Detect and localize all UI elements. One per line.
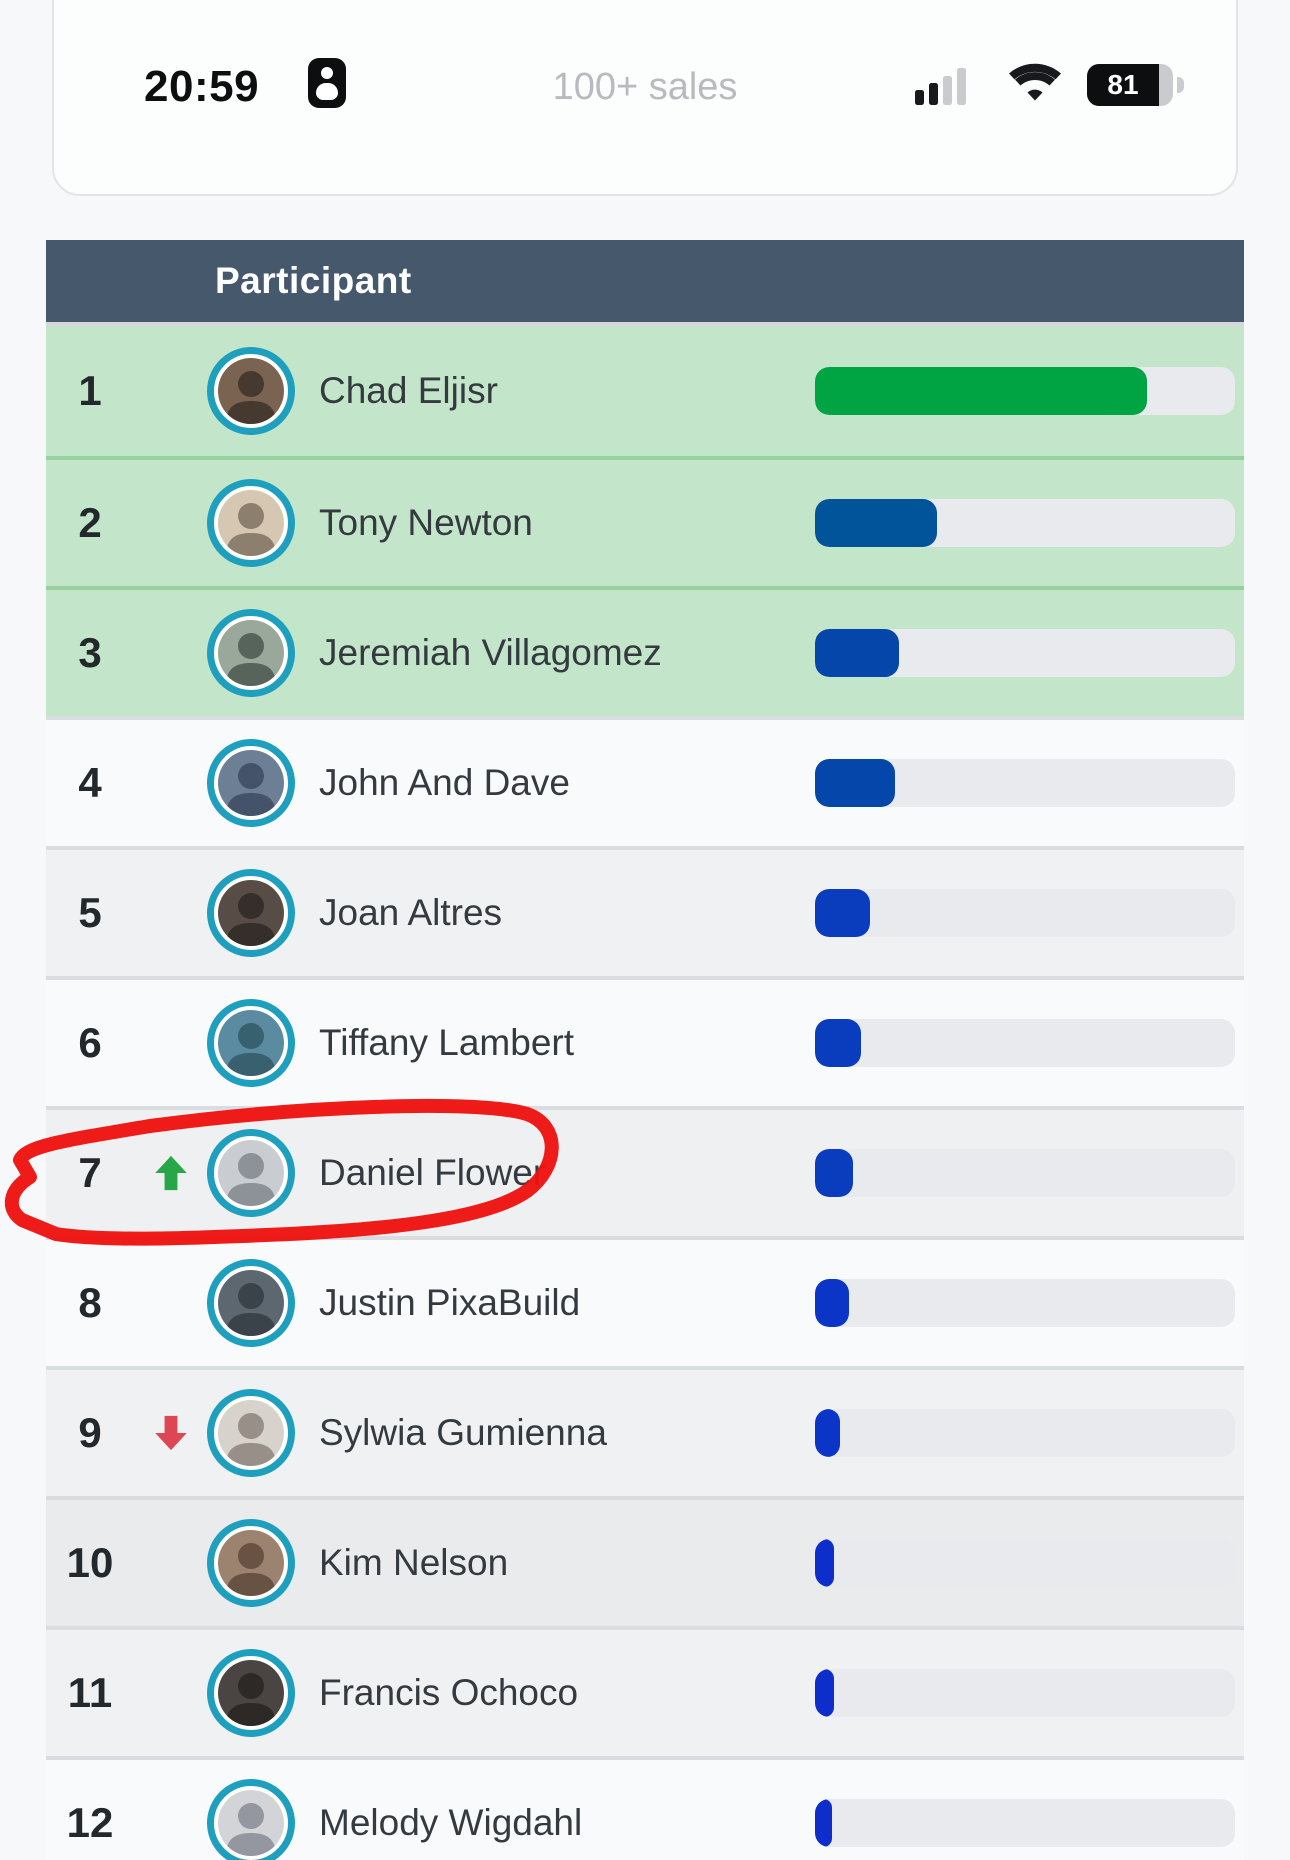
movement-arrow-icon	[142, 1370, 200, 1496]
wifi-icon	[1004, 60, 1066, 113]
rank-label: 9	[78, 1409, 102, 1456]
table-row[interactable]: 3 Jeremiah Villagomez	[46, 586, 1244, 716]
rank-label: 12	[66, 1799, 114, 1846]
table-row[interactable]: 8 Justin PixaBuild	[46, 1236, 1244, 1366]
progress-bar-track	[815, 1279, 1235, 1327]
table-row[interactable]: 9 Sylwia Gumienna	[46, 1366, 1244, 1496]
rank-label: 8	[78, 1279, 102, 1326]
participant-column-header: Participant	[215, 260, 412, 301]
movement-arrow-icon	[142, 980, 200, 1106]
progress-bar-track	[815, 1669, 1235, 1717]
rank-label: 11	[67, 1669, 113, 1716]
table-row[interactable]: 6 Tiffany Lambert	[46, 976, 1244, 1106]
rank-label: 2	[78, 499, 102, 546]
progress-bar-track	[815, 367, 1235, 415]
participant-avatar	[207, 999, 295, 1087]
participant-avatar	[207, 1129, 295, 1217]
progress-bar-fill	[815, 889, 870, 937]
table-row[interactable]: 10 Kim Nelson	[46, 1496, 1244, 1626]
participant-avatar	[207, 1259, 295, 1347]
progress-bar-fill	[815, 629, 899, 677]
progress-bar-track	[815, 1149, 1235, 1197]
stats-card: $5,000+ 20:59 100+ sales	[52, 0, 1238, 196]
progress-bar-fill	[815, 1799, 832, 1847]
movement-arrow-icon	[142, 590, 200, 716]
participant-avatar	[207, 1519, 295, 1607]
movement-arrow-icon	[142, 1760, 200, 1860]
rank-label: 7	[78, 1149, 102, 1196]
progress-bar-track	[815, 889, 1235, 937]
leaderboard-rows: 1 Chad Eljisr 2	[46, 326, 1244, 1860]
participant-avatar	[207, 609, 295, 697]
participant-avatar	[207, 739, 295, 827]
progress-bar-fill	[815, 1539, 834, 1587]
progress-bar-track	[815, 1409, 1235, 1457]
progress-bar-fill	[815, 759, 895, 807]
movement-arrow-icon	[142, 850, 200, 976]
progress-bar-fill	[815, 367, 1147, 415]
participant-avatar	[207, 347, 295, 435]
participant-name: Melody Wigdahl	[319, 1802, 583, 1843]
participant-name: Kim Nelson	[319, 1542, 509, 1583]
participant-name: Daniel Flower	[319, 1152, 546, 1193]
cellular-signal-icon	[915, 64, 989, 108]
participant-avatar	[207, 869, 295, 957]
sales-count-text: 100+ sales	[552, 66, 738, 108]
movement-arrow-icon	[142, 1630, 200, 1756]
rank-label: 4	[78, 759, 102, 806]
progress-bar-fill	[815, 1409, 841, 1457]
participant-name: Justin PixaBuild	[319, 1282, 581, 1323]
progress-bar-track	[815, 759, 1235, 807]
table-row[interactable]: 7 Daniel Flower	[46, 1106, 1244, 1236]
progress-bar-fill	[815, 499, 937, 547]
progress-bar-fill	[815, 1279, 849, 1327]
progress-bar-track	[815, 1019, 1235, 1067]
rank-label: 3	[78, 629, 102, 676]
participant-name: Sylwia Gumienna	[319, 1412, 607, 1453]
rank-label: 1	[78, 367, 102, 414]
progress-bar-track	[815, 1799, 1235, 1847]
battery-percent-label: 81	[1107, 69, 1139, 100]
participant-name: Tony Newton	[319, 502, 533, 543]
participant-name: Joan Altres	[319, 892, 503, 933]
participant-name: Francis Ochoco	[319, 1672, 579, 1713]
movement-arrow-icon	[142, 460, 200, 586]
focus-person-icon	[308, 58, 346, 108]
progress-bar-track	[815, 629, 1235, 677]
progress-bar-track	[815, 1539, 1235, 1587]
battery-icon: 81	[1087, 64, 1189, 106]
participant-name: Tiffany Lambert	[319, 1022, 575, 1063]
progress-bar-track	[815, 499, 1235, 547]
clock-time: 20:59	[144, 62, 260, 111]
rank-label: 10	[66, 1539, 114, 1586]
table-row[interactable]: 2 Tony Newton	[46, 456, 1244, 586]
rank-label: 6	[78, 1019, 102, 1066]
participant-avatar	[207, 479, 295, 567]
table-header: Participant	[46, 240, 1244, 326]
movement-arrow-icon	[142, 1110, 200, 1236]
participant-avatar	[207, 1389, 295, 1477]
progress-bar-fill	[815, 1149, 853, 1197]
table-row[interactable]: 4 John And Dave	[46, 716, 1244, 846]
participant-avatar	[207, 1779, 295, 1860]
participant-name: Jeremiah Villagomez	[319, 632, 662, 673]
participant-avatar	[207, 1649, 295, 1737]
rank-label: 5	[78, 889, 102, 936]
status-bar: 20:59 100+ sales	[54, 58, 1236, 112]
table-row[interactable]: 12 Melody Wigdahl	[46, 1756, 1244, 1860]
table-row[interactable]: 5 Joan Altres	[46, 846, 1244, 976]
movement-arrow-icon	[142, 1240, 200, 1366]
movement-arrow-icon	[142, 1500, 200, 1626]
movement-arrow-icon	[142, 720, 200, 846]
progress-bar-fill	[815, 1019, 862, 1067]
participant-name: Chad Eljisr	[319, 370, 498, 411]
progress-bar-fill	[815, 1669, 834, 1717]
table-row[interactable]: 11 Francis Ochoco	[46, 1626, 1244, 1756]
participant-name: John And Dave	[319, 762, 570, 803]
movement-arrow-icon	[142, 326, 200, 456]
leaderboard-table: Participant 1 Chad Eljisr	[46, 240, 1244, 1860]
table-row[interactable]: 1 Chad Eljisr	[46, 326, 1244, 456]
